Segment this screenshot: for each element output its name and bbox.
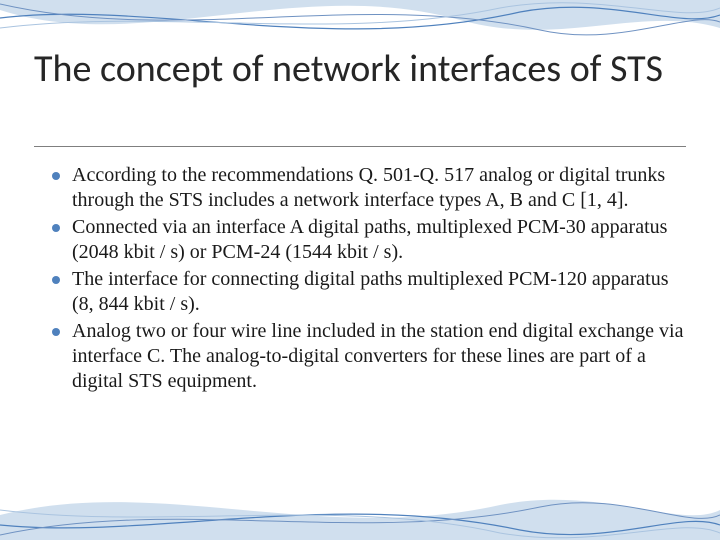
bullet-text: Connected via an interface A digital pat… [72, 216, 667, 263]
bullet-list: According to the recommendations Q. 501-… [50, 163, 686, 394]
list-item: According to the recommendations Q. 501-… [50, 163, 686, 213]
slide-title: The concept of network interfaces of STS [34, 48, 686, 92]
slide-body: According to the recommendations Q. 501-… [50, 163, 686, 396]
wave-bottom-decoration [0, 485, 720, 540]
list-item: The interface for connecting digital pat… [50, 267, 686, 317]
title-underline [34, 146, 686, 147]
bullet-text: According to the recommendations Q. 501-… [72, 164, 665, 211]
bullet-text: The interface for connecting digital pat… [72, 268, 669, 315]
bullet-text: Analog two or four wire line included in… [72, 320, 684, 392]
slide: The concept of network interfaces of STS… [0, 0, 720, 540]
list-item: Connected via an interface A digital pat… [50, 215, 686, 265]
list-item: Analog two or four wire line included in… [50, 319, 686, 394]
